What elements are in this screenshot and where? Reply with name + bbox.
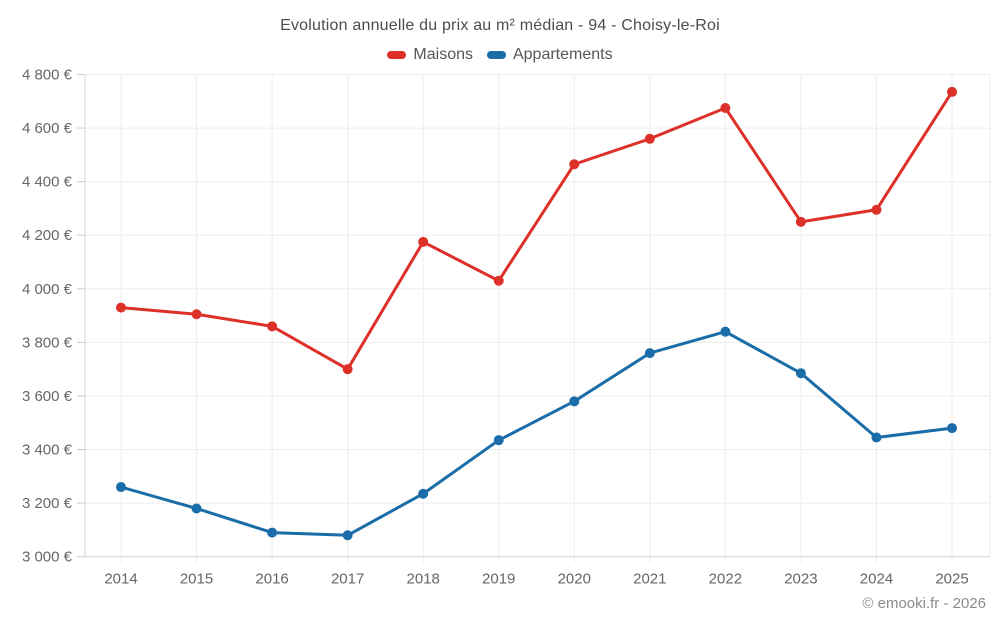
legend-item-appartements[interactable]: Appartements	[486, 46, 613, 64]
data-point-maisons-2022[interactable]	[720, 102, 731, 113]
data-point-maisons-2023[interactable]	[795, 216, 806, 227]
y-axis-label: 4 400 €	[22, 174, 73, 191]
data-point-maisons-2019[interactable]	[493, 275, 504, 286]
y-axis-label: 3 200 €	[22, 495, 73, 512]
data-point-appartements-2022[interactable]	[720, 326, 731, 337]
y-axis-label: 4 000 €	[22, 281, 73, 298]
data-point-maisons-2020[interactable]	[569, 159, 580, 170]
data-point-maisons-2014[interactable]	[116, 302, 126, 313]
x-axis-label: 2020	[558, 571, 591, 588]
x-axis-label: 2023	[784, 571, 817, 588]
x-axis-label: 2025	[935, 571, 968, 588]
chart-legend: Maisons Appartements	[0, 46, 1000, 64]
x-axis-label: 2014	[104, 571, 137, 588]
data-point-maisons-2025[interactable]	[947, 86, 957, 97]
x-axis-label: 2024	[860, 571, 893, 588]
data-point-appartements-2016[interactable]	[267, 527, 278, 538]
data-point-maisons-2018[interactable]	[418, 236, 429, 247]
y-axis-label: 3 400 €	[22, 442, 73, 459]
y-axis-label: 4 200 €	[22, 227, 73, 244]
data-point-maisons-2021[interactable]	[644, 133, 655, 144]
x-axis-label: 2016	[255, 571, 288, 588]
data-point-appartements-2015[interactable]	[191, 503, 202, 514]
x-axis-label: 2015	[180, 571, 213, 588]
x-axis-label: 2017	[331, 571, 364, 588]
legend-label-appartements: Appartements	[512, 46, 613, 63]
series-line-maisons	[119, 90, 954, 371]
data-point-appartements-2019[interactable]	[493, 435, 504, 446]
data-point-appartements-2018[interactable]	[418, 488, 429, 499]
data-point-maisons-2017[interactable]	[342, 364, 353, 375]
data-point-maisons-2016[interactable]	[267, 321, 278, 332]
y-axis-label: 4 800 €	[22, 67, 73, 84]
legend-swatch-maisons	[387, 51, 407, 59]
legend-item-maisons[interactable]: Maisons	[387, 46, 473, 64]
data-point-appartements-2023[interactable]	[795, 368, 806, 379]
y-axis-label: 4 600 €	[22, 120, 73, 137]
data-point-maisons-2015[interactable]	[191, 309, 202, 320]
x-axis-label: 2018	[406, 571, 439, 588]
chart-title: Evolution annuelle du prix au m² médian …	[280, 17, 720, 34]
data-point-appartements-2025[interactable]	[947, 423, 957, 434]
data-point-appartements-2017[interactable]	[342, 530, 353, 541]
x-axis-label: 2019	[482, 571, 515, 588]
data-point-appartements-2024[interactable]	[871, 432, 882, 443]
credit-text: © emooki.fr - 2026	[862, 595, 986, 612]
x-axis-label: 2021	[633, 571, 666, 588]
data-point-appartements-2020[interactable]	[569, 396, 580, 407]
data-point-maisons-2024[interactable]	[871, 204, 882, 215]
y-axis-label: 3 600 €	[22, 388, 73, 405]
data-point-appartements-2014[interactable]	[116, 482, 126, 493]
y-axis-label: 3 800 €	[22, 334, 73, 351]
data-point-appartements-2021[interactable]	[644, 348, 655, 359]
legend-label-maisons: Maisons	[413, 46, 473, 63]
series-line-appartements	[119, 330, 954, 537]
x-axis-label: 2022	[709, 571, 742, 588]
y-axis-label: 3 000 €	[22, 549, 73, 566]
legend-swatch-appartements	[486, 51, 506, 59]
